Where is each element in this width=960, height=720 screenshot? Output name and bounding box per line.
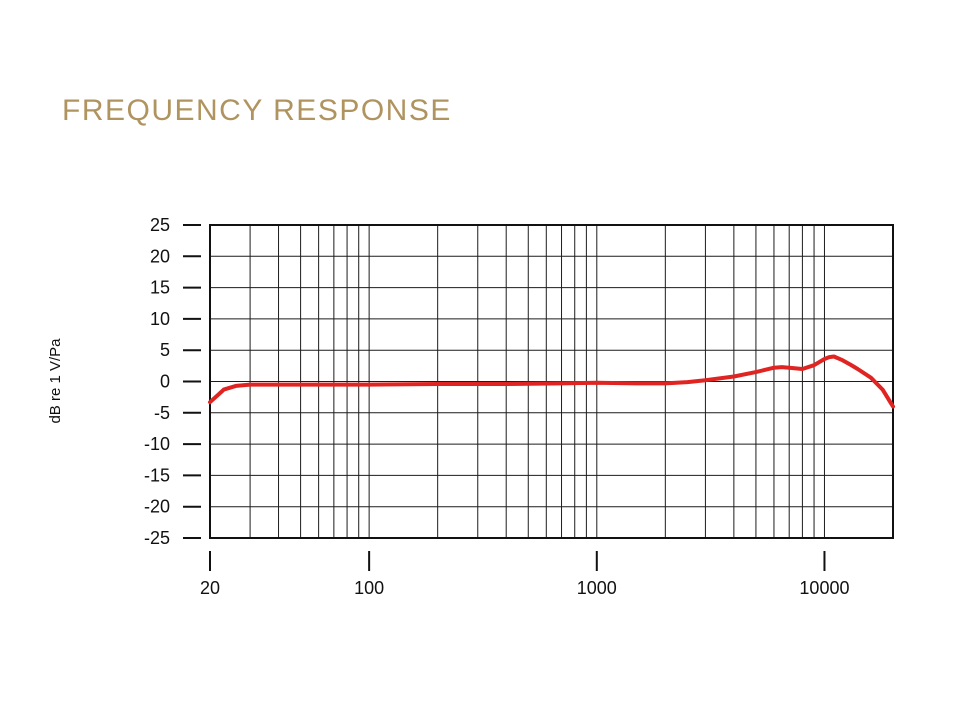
y-tick-label: 20: [150, 246, 170, 266]
y-tick-label: 25: [150, 215, 170, 235]
page-title: FREQUENCY RESPONSE: [62, 94, 452, 127]
y-tick-label: 15: [150, 278, 170, 298]
response-curve: [208, 354, 895, 409]
plot-area: 25 20 15 10 5 0 -5 -10 -15 -20 -25 20 100 1000 10000: [144, 215, 895, 598]
x-tick-label: 10000: [799, 578, 849, 598]
x-tick-label: 100: [354, 578, 384, 598]
x-tick-label: 20: [200, 578, 220, 598]
x-tick-label: 1000: [577, 578, 617, 598]
y-tick-label: -25: [144, 528, 170, 548]
plot-border: [209, 224, 894, 539]
y-tick-label: 10: [150, 309, 170, 329]
y-tick-label: -5: [154, 403, 170, 423]
y-tick-label: 5: [160, 340, 170, 360]
y-tick-label: -10: [144, 434, 170, 454]
y-tick-label: 0: [160, 372, 170, 392]
y-axis-title: dB re 1 V/Pa: [47, 338, 64, 424]
y-tick-label: -20: [144, 497, 170, 517]
y-tick-label: -15: [144, 465, 170, 485]
